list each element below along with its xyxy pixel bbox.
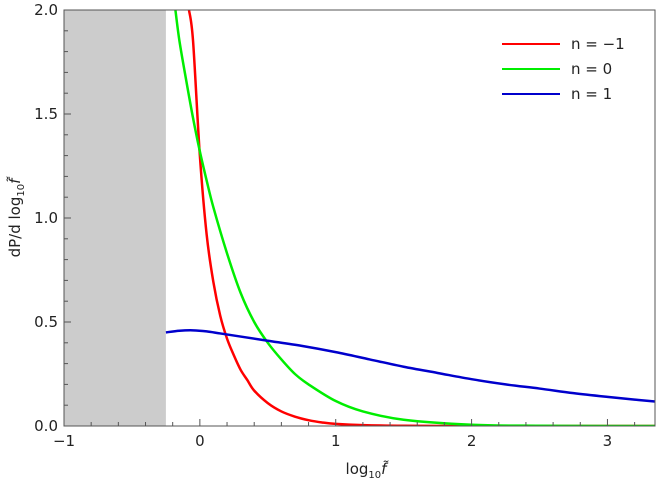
x-tick-label: 0	[195, 432, 205, 450]
legend: n = −1 n = 0 n = 1	[502, 35, 625, 103]
y-tick-label: 1.5	[34, 105, 58, 123]
y-axis-title: dP/d log10f̃	[5, 176, 27, 258]
excluded-region-shading	[64, 10, 166, 426]
x-tick-label: 3	[603, 432, 613, 450]
series-line-2	[165, 329, 655, 403]
y-tick-label: 0.5	[34, 313, 58, 331]
legend-label-n-minus-1: n = −1	[571, 35, 625, 53]
series-line-1	[174, 10, 655, 426]
x-axis: −1 0 1 2 3	[53, 419, 636, 450]
y-tick-label: 1.0	[34, 209, 58, 227]
x-tick-label: 2	[467, 432, 477, 450]
y-axis: 0.0 0.5 1.0 1.5 2.0	[34, 1, 71, 435]
y-tick-label: 0.0	[34, 417, 58, 435]
legend-label-n-1: n = 1	[571, 85, 612, 103]
x-axis-title: log10f̃	[346, 459, 390, 481]
x-tick-label: 1	[331, 432, 341, 450]
legend-label-n-0: n = 0	[571, 60, 612, 78]
y-tick-label: 2.0	[34, 1, 58, 19]
x-tick-label: −1	[53, 432, 75, 450]
